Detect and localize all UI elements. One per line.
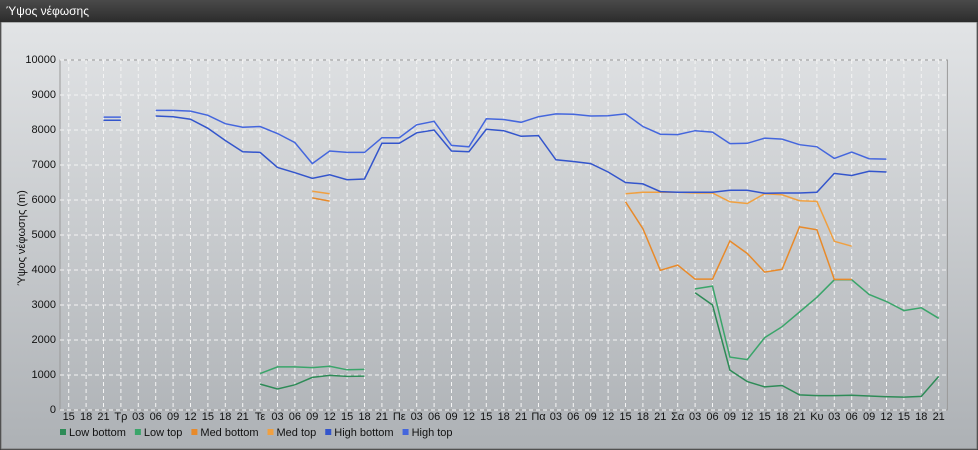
y-tick-label: 2000	[32, 334, 56, 346]
series-line	[312, 197, 852, 281]
x-tick-label: 06	[846, 411, 858, 423]
legend-swatch	[60, 429, 66, 435]
x-tick-label: 12	[463, 411, 475, 423]
legend-swatch	[402, 429, 409, 435]
x-tick-label: 21	[237, 411, 249, 423]
series-line	[259, 292, 940, 398]
x-tick-label: 21	[376, 411, 388, 423]
y-tick-label: 8000	[32, 124, 56, 136]
x-tick-label: 15	[341, 411, 353, 423]
x-tick-label: 12	[324, 411, 336, 423]
x-tick-label: 15	[63, 411, 75, 423]
x-tick-label: 15	[202, 411, 214, 423]
x-tick-label: 21	[515, 411, 527, 423]
x-tick-label: 09	[306, 411, 318, 423]
x-tick-label: 09	[863, 411, 875, 423]
y-tick-label: 9000	[32, 89, 56, 101]
legend-label: Med bottom	[200, 427, 258, 439]
legend-label: High bottom	[334, 427, 393, 439]
x-tick-label: 18	[498, 411, 510, 423]
x-tick-label: 18	[915, 411, 927, 423]
x-tick-label: 03	[828, 411, 840, 423]
x-tick-label: 21	[933, 411, 945, 423]
series-line	[103, 109, 887, 165]
legend-swatch	[134, 429, 141, 435]
x-tick-label: 12	[880, 411, 892, 423]
x-tick-label: 18	[637, 411, 649, 423]
x-tick-label: 15	[619, 411, 631, 423]
y-tick-label: 1000	[32, 369, 56, 381]
y-tick-label: 5000	[32, 229, 56, 241]
x-tick-label: 06	[428, 411, 440, 423]
y-tick-label: 7000	[32, 159, 56, 171]
x-tick-label: 06	[150, 411, 162, 423]
series-line	[259, 279, 940, 375]
x-tick-label: 03	[689, 411, 701, 423]
x-tick-label: Πε	[393, 411, 406, 423]
x-tick-label: 03	[550, 411, 562, 423]
y-tick-label: 3000	[32, 299, 56, 311]
x-tick-label: 18	[219, 411, 231, 423]
x-tick-label: Πα	[531, 411, 546, 423]
x-tick-label: Κυ	[810, 411, 823, 423]
y-tick-label: 6000	[32, 194, 56, 206]
x-tick-label: 09	[724, 411, 736, 423]
x-tick-label: 12	[741, 411, 753, 423]
legend-label: Low bottom	[69, 427, 126, 439]
legend-swatch	[191, 429, 198, 435]
window-title: Ύψος νέφωσης	[0, 0, 978, 22]
x-tick-label: 18	[80, 411, 92, 423]
x-tick-label: Σα	[671, 411, 685, 423]
x-tick-label: 21	[654, 411, 666, 423]
legend-swatch	[325, 429, 332, 435]
x-tick-label: 21	[793, 411, 805, 423]
legend-swatch	[267, 429, 274, 435]
x-tick-label: 18	[776, 411, 788, 423]
x-tick-label: 06	[289, 411, 301, 423]
x-tick-label: 09	[445, 411, 457, 423]
x-tick-label: 21	[97, 411, 109, 423]
x-tick-label: 09	[167, 411, 179, 423]
x-tick-label: 09	[585, 411, 597, 423]
x-tick-label: 06	[567, 411, 579, 423]
series-line	[103, 115, 887, 195]
chart: Ύψος νέφωσης (m) 0 1000 2000 3000 4000 5000 60…	[0, 22, 978, 450]
x-tick-label: 18	[358, 411, 370, 423]
x-tick-label: 12	[602, 411, 614, 423]
x-tick-label: 12	[184, 411, 196, 423]
legend-label: Med top	[277, 427, 317, 439]
legend-label: High top	[412, 427, 453, 439]
x-tick-label: 03	[271, 411, 283, 423]
x-tick-label: 03	[132, 411, 144, 423]
y-tick-label: 0	[50, 404, 56, 416]
x-tick-label: 15	[759, 411, 771, 423]
x-tick-label: 06	[706, 411, 718, 423]
y-tick-label: 10000	[25, 54, 56, 66]
x-tick-label: Τε	[255, 411, 266, 423]
legend-label: Low top	[144, 427, 183, 439]
x-tick-label: 15	[480, 411, 492, 423]
x-tick-label: 15	[898, 411, 910, 423]
y-axis-label: Ύψος νέφωσης (m)	[16, 190, 28, 286]
x-tick-label: Τρ	[114, 411, 127, 423]
y-tick-label: 4000	[32, 264, 56, 276]
x-tick-label: 03	[411, 411, 423, 423]
